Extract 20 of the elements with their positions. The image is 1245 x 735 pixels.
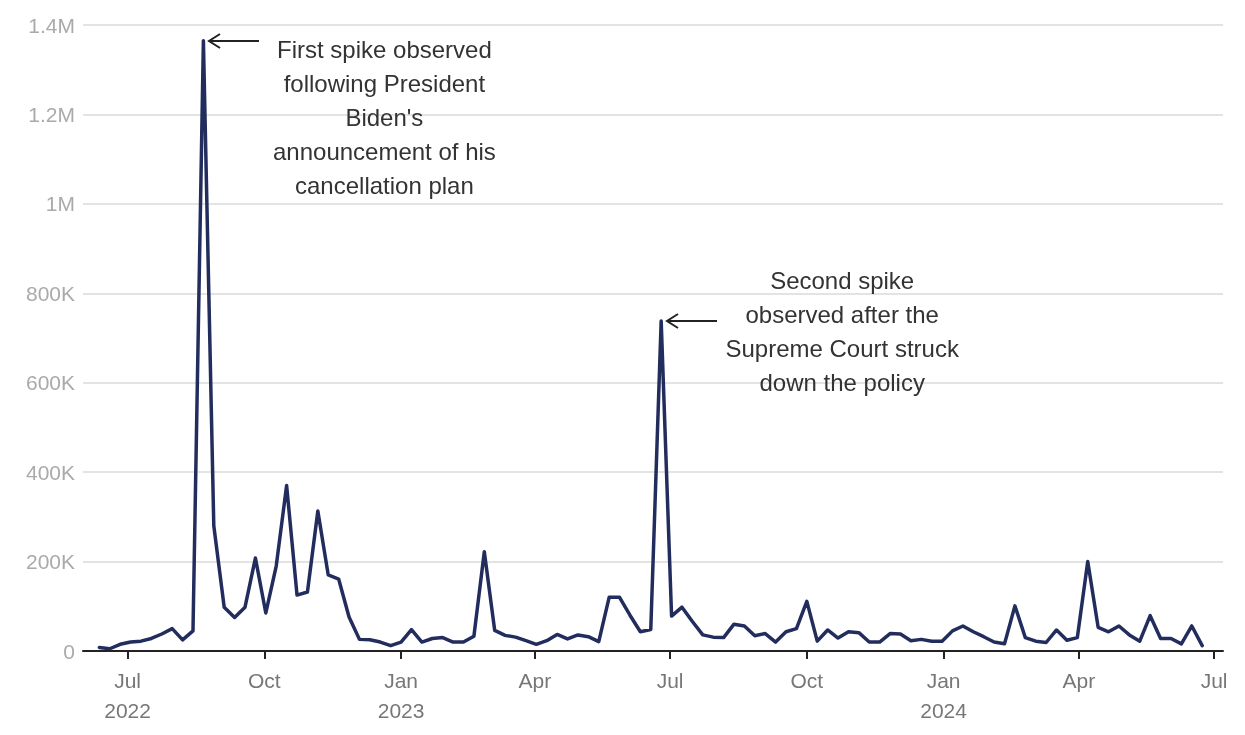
x-tick-label: Jan 2023	[377, 668, 425, 722]
y-tick-label: 200K	[25, 550, 75, 574]
x-tick-label: Jul	[1200, 668, 1228, 692]
y-tick-label: 1.4M	[28, 13, 75, 37]
y-tick-label: 0	[63, 639, 75, 663]
y-tick-label: 600K	[25, 371, 75, 395]
x-tick-label: Apr	[518, 668, 552, 692]
y-tick-label: 800K	[25, 281, 75, 305]
x-tick-label: Jan 2024	[920, 668, 968, 722]
y-tick-label: 1M	[45, 192, 75, 216]
x-tick-label: Oct	[247, 668, 281, 692]
annotation: Second spike observed after the Supreme Court struck down the policy	[725, 266, 960, 396]
annotation: First spike observed following President Biden's announcement of his cancellation plan	[272, 36, 496, 200]
x-tick-label: Jul 2022	[104, 668, 151, 722]
y-tick-label: 1.2M	[28, 102, 75, 126]
x-tick-label: Jul	[656, 668, 684, 692]
line-series	[97, 38, 1204, 651]
y-tick-label: 400K	[25, 460, 75, 484]
x-tick-label: Oct	[790, 668, 824, 692]
x-tick-label: Apr	[1062, 668, 1096, 692]
